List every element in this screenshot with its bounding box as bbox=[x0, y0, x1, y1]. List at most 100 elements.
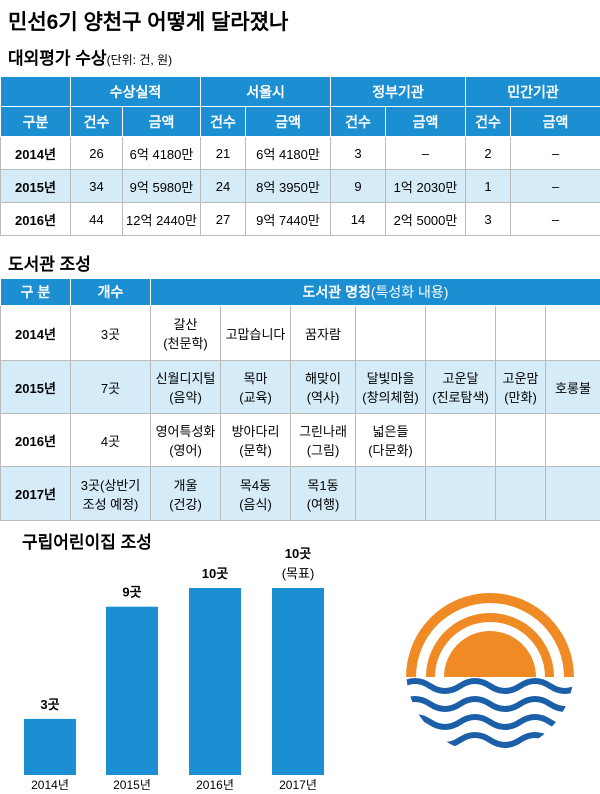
library-cell bbox=[425, 305, 496, 361]
count: 4곳 bbox=[70, 413, 151, 467]
column-header: 건수 bbox=[465, 106, 512, 137]
library-cell bbox=[544, 413, 600, 467]
library-name: 목마 bbox=[243, 371, 268, 386]
value-label: 9곳 bbox=[122, 585, 141, 600]
cell: 9 bbox=[330, 169, 387, 203]
cell: 6억 4180만 bbox=[244, 136, 332, 170]
cell: 9억 5980만 bbox=[122, 169, 201, 203]
column-header: 금액 bbox=[244, 106, 332, 137]
library-note: (진로탐색) bbox=[432, 390, 489, 405]
library-cell: 갈산 (천문학) bbox=[150, 305, 221, 361]
library-name: 신월디지털 bbox=[155, 371, 216, 386]
library-note: (천문학) bbox=[163, 336, 208, 351]
count: 3곳(상반기 조성 예정) bbox=[70, 466, 151, 521]
chart: 구립어린이집 조성 3곳 2014년 9곳 2015년 10곳 2016년 10곳 (목표) 2… bbox=[22, 533, 574, 792]
data-row: 2017년 3곳(상반기 조성 예정) 개울 (건강) 목4동 (음식) 목1동 (여행) bbox=[0, 466, 600, 521]
library-cell: 호롱불 bbox=[544, 360, 600, 414]
library-name: 갈산 bbox=[173, 317, 198, 332]
value-label: 10곳 bbox=[285, 546, 311, 561]
year: 2016년 bbox=[0, 413, 71, 467]
library-cell: 넓은들 (다문화) bbox=[355, 413, 426, 467]
x-tick-label: 2014년 bbox=[31, 778, 69, 792]
cell: 2014년 bbox=[0, 136, 71, 170]
library-note: (여행) bbox=[306, 496, 340, 512]
cell: 6억 4180만 bbox=[122, 136, 201, 170]
year: 2015년 bbox=[0, 360, 71, 414]
cell: 34 bbox=[70, 169, 123, 203]
column-header: 금액 bbox=[510, 106, 600, 137]
cell: 2015년 bbox=[0, 169, 71, 203]
chart-title: 구립어린이집 조성 bbox=[22, 533, 152, 552]
data-row: 2014년 26 6억 4180만 21 6억 4180만 3–2– bbox=[0, 136, 600, 170]
count: 3곳 bbox=[70, 305, 151, 361]
library-cell bbox=[495, 466, 546, 521]
library-name: 호롱불 bbox=[555, 380, 591, 396]
column-header: 건수 bbox=[330, 106, 387, 137]
cell: – bbox=[510, 136, 600, 170]
library-cell: 방아다리 (문학) bbox=[220, 413, 291, 467]
data-row: 2016년 4곳 영어특성화 (영어) 방아다리 (문학) 그린나래 (그림) 넓은들 (다문화) bbox=[0, 413, 600, 467]
library-note: (음악) bbox=[169, 390, 202, 405]
cell: 3 bbox=[465, 202, 512, 236]
library-cell bbox=[495, 305, 546, 361]
x-tick-label: 2016년 bbox=[196, 778, 234, 792]
library-note: (그림) bbox=[306, 443, 340, 458]
section-title: 대외평가 수상(단위: 건, 원) bbox=[8, 44, 172, 69]
library-cell bbox=[425, 466, 496, 521]
cell: – bbox=[385, 136, 467, 170]
library-name: 고운달 bbox=[442, 371, 479, 386]
library-note: (건강) bbox=[169, 496, 202, 512]
cell: – bbox=[510, 202, 600, 236]
cell: 14 bbox=[330, 202, 387, 236]
title: 민선6기 양천구 어떻게 달라졌나 bbox=[8, 11, 289, 34]
library-name: 목1동 bbox=[307, 477, 339, 493]
group-header: 민간기관 bbox=[465, 76, 600, 107]
library-name: 해맞이 bbox=[305, 371, 341, 386]
library-cell: 목마 (교육) bbox=[220, 360, 291, 414]
data-row: 2016년 44 12억 2440만 27 9억 7440만 14 2억 5000만 3– bbox=[0, 202, 600, 236]
cell: 1억 2030만 bbox=[385, 169, 467, 203]
cell: 12억 2440만 bbox=[122, 202, 201, 236]
library-note: (영어) bbox=[169, 443, 202, 458]
logo bbox=[406, 593, 574, 748]
year: 2014년 bbox=[0, 305, 71, 361]
count: 7곳 bbox=[70, 360, 151, 414]
library-note: (창의체험) bbox=[362, 390, 419, 405]
bar bbox=[24, 718, 76, 775]
column-header: 건수 bbox=[70, 106, 123, 137]
value-label: 10곳 bbox=[202, 566, 228, 581]
value-note: (목표) bbox=[282, 566, 315, 581]
cell: 3 bbox=[330, 136, 387, 170]
header-row: 구 분 개수 도서관 명칭(특성화 내용) bbox=[0, 278, 600, 306]
library-cell: 목1동 (여행) bbox=[290, 466, 356, 521]
library-cell bbox=[425, 413, 496, 467]
cell: 21 bbox=[200, 136, 246, 170]
bar bbox=[189, 588, 241, 775]
library-name: 넓은들 bbox=[372, 424, 409, 439]
library-note: (교육) bbox=[239, 390, 272, 405]
cell: 2억 5000만 bbox=[385, 202, 467, 236]
x-tick-label: 2017년 bbox=[279, 778, 317, 792]
library-name: 달빛마을 bbox=[366, 371, 415, 386]
column-header: 금액 bbox=[385, 106, 467, 137]
library-name: 그린나래 bbox=[299, 424, 347, 439]
header-note: (특성화 내용) bbox=[370, 284, 449, 300]
library-note: (문학) bbox=[239, 443, 272, 458]
library-name: 고맙습니다 bbox=[225, 326, 286, 342]
cell: 1 bbox=[465, 169, 512, 203]
cell: 24 bbox=[200, 169, 246, 203]
column-header: 금액 bbox=[122, 106, 201, 137]
cell: 44 bbox=[70, 202, 123, 236]
cell: 26 bbox=[70, 136, 123, 170]
library-note: (음식) bbox=[239, 496, 272, 512]
cell: 8억 3950만 bbox=[244, 169, 332, 203]
library-name: 개울 bbox=[173, 477, 198, 493]
library-note: (역사) bbox=[306, 390, 340, 405]
column-header: 구 분 bbox=[0, 278, 71, 306]
bar bbox=[272, 588, 324, 775]
libraries-table: 구 분 개수 도서관 명칭(특성화 내용) 2014년 3곳 갈산 (천문학) 고맙습니다 꿈자… bbox=[0, 278, 600, 521]
cell: 2 bbox=[465, 136, 512, 170]
column-header: 구분 bbox=[0, 106, 71, 137]
value-label: 3곳 bbox=[40, 697, 59, 712]
